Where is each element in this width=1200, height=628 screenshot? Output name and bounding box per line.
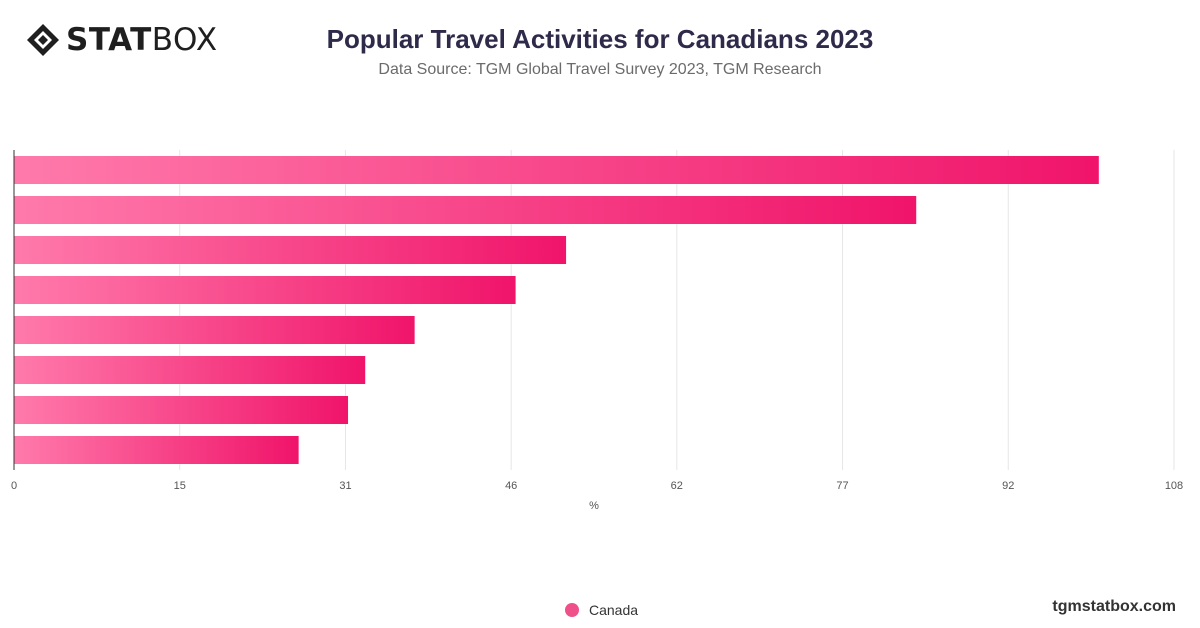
legend-marker <box>565 603 579 617</box>
x-tick-label: 108 <box>1165 480 1183 492</box>
site-url[interactable]: tgmstatbox.com <box>1052 598 1176 615</box>
bar[interactable] <box>14 396 349 424</box>
bar[interactable] <box>14 236 567 264</box>
logo-bold-text: STAT <box>66 22 152 58</box>
logo-wordmark: STATBOX <box>66 22 218 58</box>
bars <box>14 156 1099 464</box>
x-tick-label: 77 <box>836 480 848 492</box>
x-tick-label: 92 <box>1002 480 1014 492</box>
bar[interactable] <box>14 196 917 224</box>
legend-label: Canada <box>589 602 639 618</box>
statbox-logo: STATBOX <box>26 22 218 58</box>
diamond-logo-icon <box>27 24 59 56</box>
chart-subtitle: Data Source: TGM Global Travel Survey 20… <box>378 61 822 78</box>
chart-title: Popular Travel Activities for Canadians … <box>326 24 874 54</box>
x-tick-label: 31 <box>339 480 351 492</box>
x-tick-label: 62 <box>671 480 683 492</box>
bar[interactable] <box>14 156 1099 184</box>
bar-chart: 0 15 31 46 62 77 92 108 % <box>11 150 1183 512</box>
bar[interactable] <box>14 436 299 464</box>
x-axis-label: % <box>589 500 599 512</box>
legend[interactable]: Canada <box>565 602 638 618</box>
x-tick-label: 0 <box>11 480 17 492</box>
bar[interactable] <box>14 276 516 304</box>
x-tick-label: 46 <box>505 480 517 492</box>
x-tick-label: 15 <box>174 480 186 492</box>
bar[interactable] <box>14 356 366 384</box>
bar[interactable] <box>14 316 415 344</box>
logo-light-text: BOX <box>151 22 218 58</box>
x-axis-ticks: 0 15 31 46 62 77 92 108 <box>11 480 1183 492</box>
